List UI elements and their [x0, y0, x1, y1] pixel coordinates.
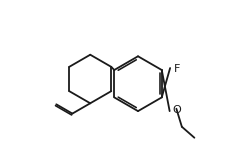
Text: F: F [174, 64, 180, 74]
Text: O: O [173, 105, 181, 115]
